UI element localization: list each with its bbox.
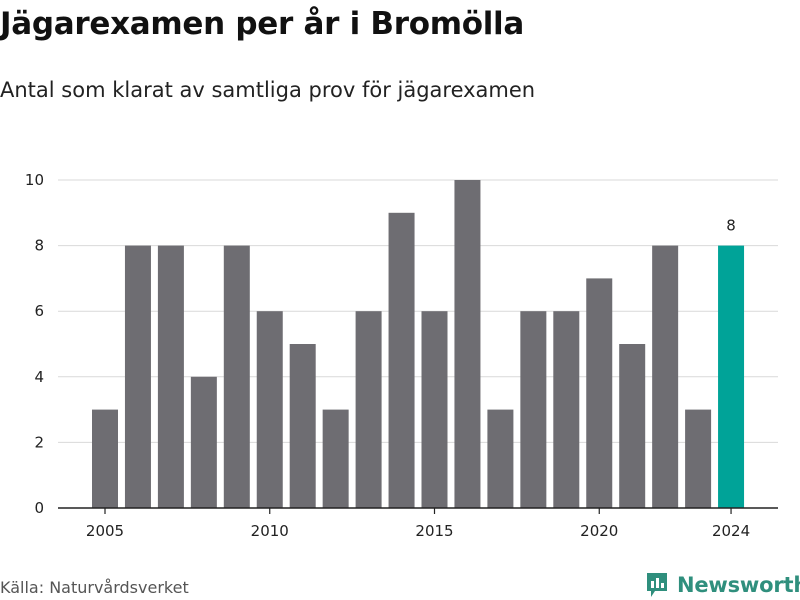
bar-2022 (652, 245, 679, 508)
bar-2006 (124, 245, 151, 508)
bar-2013 (355, 311, 382, 508)
bar-2019 (553, 311, 580, 508)
data-label: 8 (726, 217, 736, 235)
bar-2021 (619, 344, 646, 508)
bar-2016 (454, 180, 481, 508)
x-tick-label: 2005 (86, 522, 124, 540)
bar-2017 (487, 409, 514, 508)
y-tick-label: 2 (34, 433, 44, 451)
newsworthy-logo-text: Newsworthy (677, 573, 800, 597)
bar-2008 (190, 376, 217, 508)
bar-2007 (157, 245, 184, 508)
bar-2012 (322, 409, 349, 508)
bar-2010 (256, 311, 283, 508)
x-tick-label: 2024 (712, 522, 750, 540)
bar-2018 (520, 311, 547, 508)
chart-title: Jägarexamen per år i Bromölla (0, 6, 524, 42)
newsworthy-logo-icon (647, 573, 667, 597)
bar-2023 (685, 409, 712, 508)
bar-2005 (92, 409, 118, 508)
y-tick-label: 6 (34, 302, 44, 320)
y-tick-label: 4 (34, 368, 44, 386)
bar-2014 (388, 212, 415, 509)
chart-subtitle: Antal som klarat av samtliga prov för jä… (0, 78, 536, 102)
bar-2015 (421, 311, 448, 508)
bar-2009 (223, 245, 250, 508)
x-tick-label: 2015 (415, 522, 453, 540)
y-tick-label: 10 (25, 171, 44, 189)
newsworthy-logo: Newsworthy (645, 570, 800, 600)
x-tick-label: 2020 (580, 522, 618, 540)
bar-2011 (289, 344, 316, 508)
y-tick-label: 0 (34, 499, 44, 517)
bar-2020 (586, 278, 613, 508)
y-tick-label: 8 (34, 237, 44, 255)
bar-2024 (718, 245, 745, 508)
x-tick-label: 2010 (251, 522, 289, 540)
source-note: Källa: Naturvårdsverket (0, 578, 189, 597)
